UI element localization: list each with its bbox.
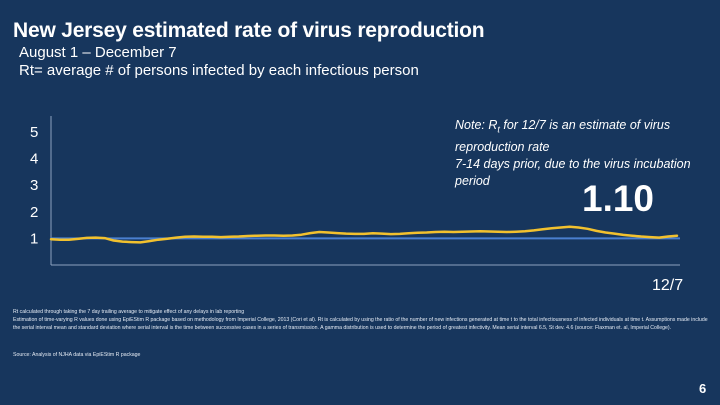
y-tick-label: 1 [30, 230, 38, 247]
page-number: 6 [699, 381, 707, 396]
y-tick-label: 5 [30, 124, 38, 141]
note-rest: for 12/7 is an estimate of virus reprodu… [455, 118, 671, 154]
date-range-subtitle: August 1 – December 7 [19, 44, 177, 61]
y-tick-label: 3 [30, 177, 38, 194]
note-text: Note: Rt for 12/7 is an estimate of viru… [455, 117, 695, 190]
y-tick-label: 4 [30, 151, 38, 168]
page-title: New Jersey estimated rate of virus repro… [13, 19, 485, 42]
footnote-2: Estimation of time-varying R values done… [13, 317, 708, 331]
current-rt-value: 1.10 [582, 178, 655, 219]
note-prefix: Note: R [455, 118, 498, 132]
note-subscript: t [497, 124, 500, 135]
y-tick-label: 2 [30, 204, 38, 221]
source-note: Source: Analysis of NJHA data via EpiESt… [13, 352, 141, 358]
rt-series-line [49, 225, 679, 244]
x-end-label: 12/7 [652, 277, 684, 294]
footnote-1: Rt calculated through taking the 7 day t… [13, 309, 245, 315]
note-line2: 7-14 days prior, due to the virus incuba… [455, 156, 691, 188]
footnotes: Rt calculated through taking the 7 day t… [13, 308, 713, 332]
rt-definition-subtitle: Rt= average # of persons infected by eac… [19, 62, 419, 79]
